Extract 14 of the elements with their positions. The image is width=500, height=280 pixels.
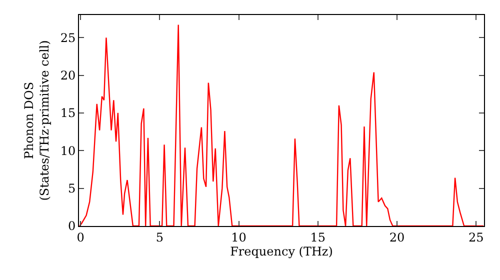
x-tick-label: 25 xyxy=(468,230,484,244)
y-tick-label: 5 xyxy=(68,182,76,196)
x-tick-label: 10 xyxy=(231,230,246,244)
x-tick-label: 20 xyxy=(389,230,405,244)
x-axis-title: Frequency (THz) xyxy=(230,244,333,258)
y-tick-label: 10 xyxy=(60,144,76,158)
y-tick-label: 0 xyxy=(68,219,76,234)
y-tick-label: 15 xyxy=(60,106,76,120)
y-tick-label: 25 xyxy=(60,30,76,45)
y-axis-title: Phonon DOS (States/THz·primitive cell) xyxy=(22,40,52,201)
x-tick-label: 15 xyxy=(310,230,326,244)
x-tick-label: 5 xyxy=(156,230,164,244)
y-tick-label: 20 xyxy=(60,68,76,82)
line-series xyxy=(79,24,484,226)
